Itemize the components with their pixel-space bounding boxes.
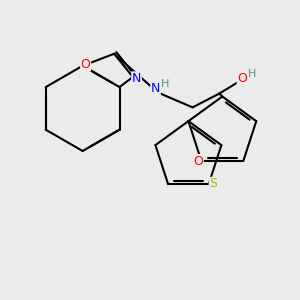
Text: H: H — [161, 79, 170, 89]
Text: N: N — [132, 72, 141, 85]
Text: S: S — [209, 177, 217, 190]
Text: O: O — [194, 154, 203, 167]
Text: O: O — [81, 58, 91, 71]
Text: N: N — [151, 82, 160, 95]
Text: H: H — [248, 69, 257, 79]
Text: O: O — [237, 72, 247, 85]
